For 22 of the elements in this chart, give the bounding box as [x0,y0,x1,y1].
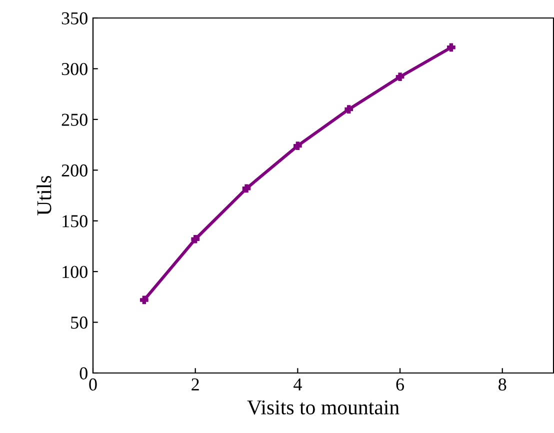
point [140,296,148,304]
point [242,184,251,193]
y-tick-label: 300 [62,62,88,76]
point [396,72,404,81]
x-tick-label: 8 [498,378,506,391]
x-axis-title: Visits to mountain [247,400,400,415]
point [447,43,456,52]
y-tick-label: 50 [71,316,88,329]
x-tick-label: 4 [294,378,302,390]
x-tick-label: 6 [396,378,404,391]
y-tick-label: 100 [62,266,88,278]
y-tick-label: 0 [80,367,88,380]
point [294,142,302,150]
y-tick-label: 200 [62,164,88,177]
point [344,105,354,114]
x-tick-label: 0 [89,378,97,391]
point [191,234,200,244]
y-tick-label: 250 [62,114,88,126]
y-tick-label: 150 [62,215,88,228]
y-axis-title: Utils [36,176,52,216]
y-tick-label: 350 [62,12,88,24]
x-tick-label: 2 [192,378,199,390]
